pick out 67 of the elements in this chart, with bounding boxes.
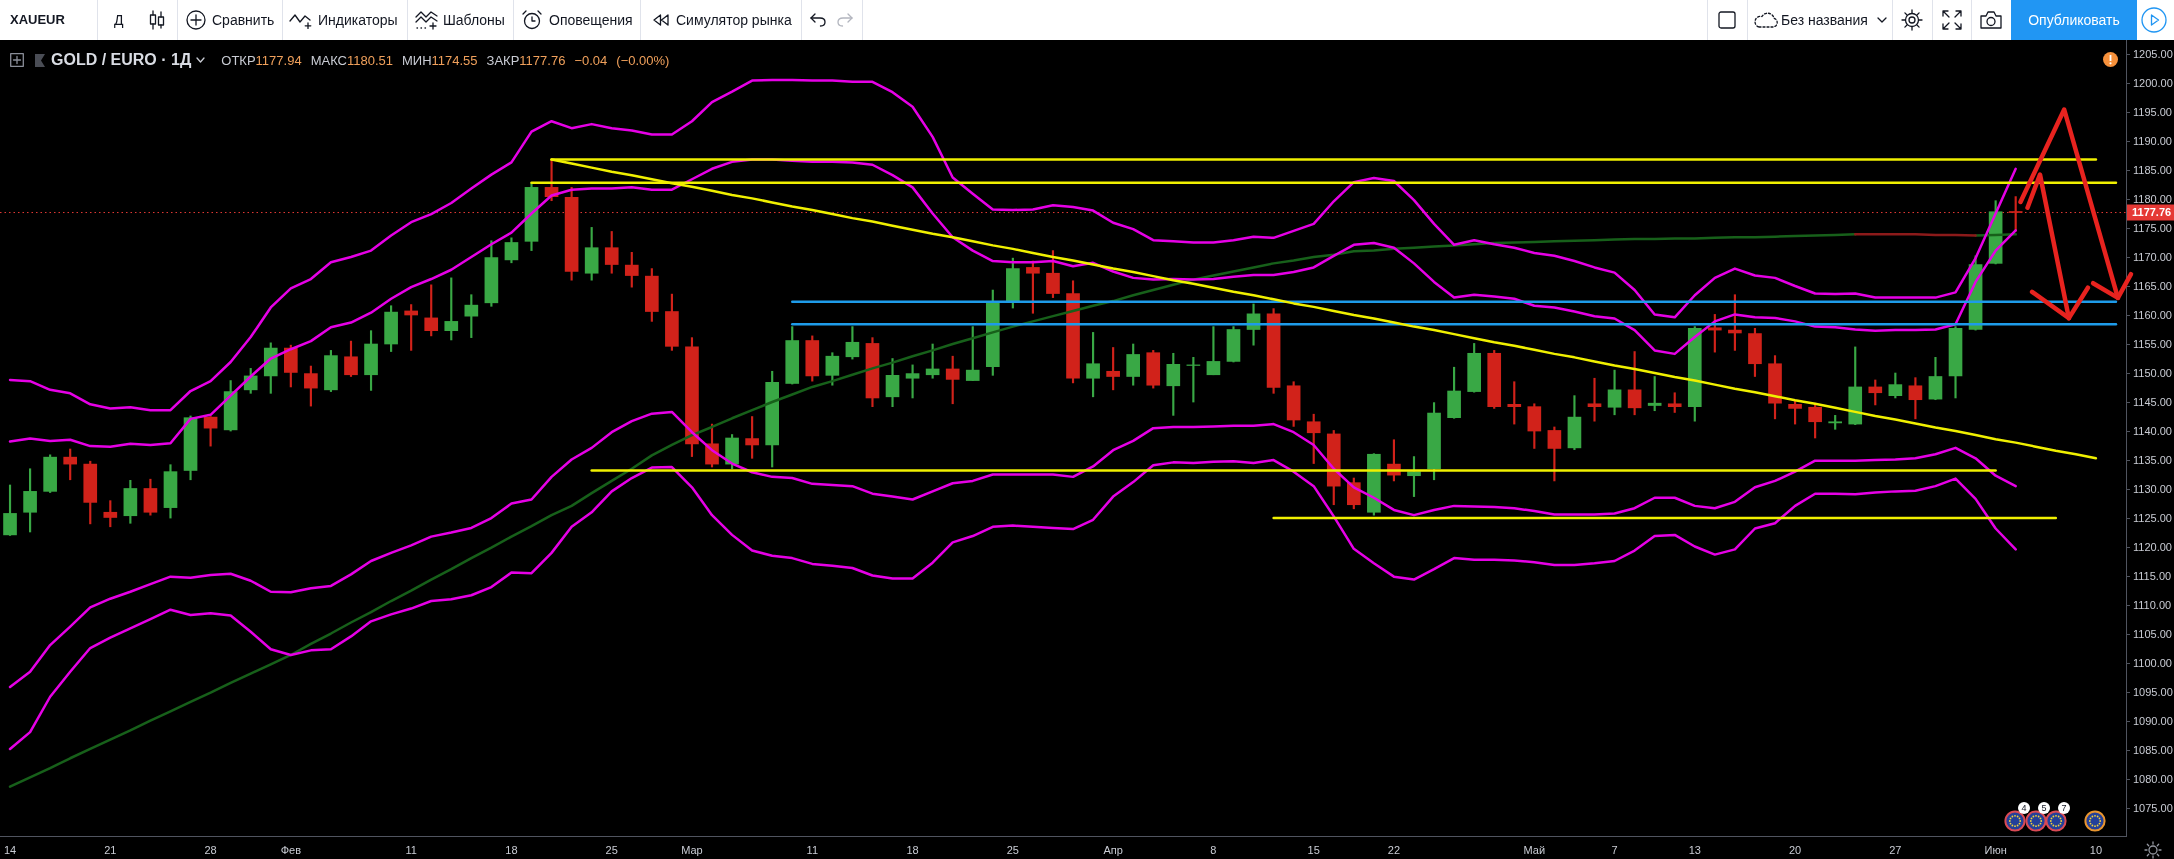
y-tick-label: 1135.00 — [2133, 453, 2172, 466]
annotation: 4 — [2018, 802, 2030, 814]
text: Шаблоны — [443, 11, 505, 30]
x-tick-label: 25 — [605, 843, 618, 856]
annotation: 5 — [2038, 802, 2050, 814]
y-tick-label: 1155.00 — [2133, 337, 2172, 350]
y-tick-label: 1165.00 — [2133, 279, 2172, 292]
x-tick-label: 25 — [1006, 843, 1019, 856]
x-tick-label: 28 — [204, 843, 217, 856]
y-tick-label: 1145.00 — [2133, 395, 2172, 408]
y-tick-label: 1180.00 — [2133, 192, 2172, 205]
text: XAUEUR — [10, 11, 65, 29]
y-tick-label: 1095.00 — [2133, 685, 2173, 698]
ref-line-label: 1177.76 — [2132, 206, 2172, 219]
y-tick-label: 1185.00 — [2133, 163, 2172, 176]
x-tick-label: Мар — [681, 843, 703, 856]
y-tick-label: 1195.00 — [2133, 105, 2172, 118]
y-tick-label: 1200.00 — [2133, 76, 2173, 89]
candlestick — [1206, 326, 1221, 376]
text: Д — [114, 11, 124, 30]
y-tick-label: 1110.00 — [2133, 598, 2172, 611]
y-tick-label: 1140.00 — [2133, 424, 2172, 437]
x-tick-label: 11 — [806, 843, 818, 856]
x-tick-label: 7 — [1611, 843, 1618, 856]
x-tick-label: 18 — [906, 843, 919, 856]
y-tick-label: 1150.00 — [2133, 366, 2172, 379]
y-tick-label: 1100.00 — [2133, 656, 2172, 669]
y-tick-label: 1125.00 — [2133, 511, 2172, 524]
y-tick-label: 1075.00 — [2133, 801, 2173, 814]
x-tick-label: 21 — [104, 843, 117, 856]
x-tick-label: 15 — [1307, 843, 1320, 856]
text: Симулятор рынка — [676, 11, 792, 30]
text: Сравнить — [212, 11, 275, 30]
candlestick — [905, 364, 920, 399]
x-tick-label: Апр — [1103, 843, 1123, 856]
x-tick-label: 22 — [1387, 843, 1401, 856]
x-tick-label: Июн — [1984, 843, 2007, 856]
text: Оповещения — [549, 11, 633, 30]
text: Индикаторы — [318, 11, 398, 30]
x-tick-label: Май — [1523, 843, 1546, 856]
x-tick-label: 13 — [1688, 843, 1701, 856]
y-tick-label: 1120.00 — [2133, 540, 2172, 553]
y-tick-label: 1115.00 — [2133, 569, 2172, 582]
publish-button: Опубликовать — [2011, 0, 2137, 40]
text: Без названия — [1781, 11, 1868, 30]
x-tick-label: 14 — [3, 843, 17, 856]
candlestick — [1587, 377, 1602, 422]
y-tick-label: 1175.00 — [2133, 221, 2172, 234]
y-tick-label: 1130.00 — [2133, 482, 2172, 495]
annotation: 7 — [2058, 802, 2070, 814]
y-tick-label: 1170.00 — [2133, 250, 2172, 263]
x-tick-label: 18 — [505, 843, 518, 856]
x-tick-label: 11 — [405, 843, 417, 856]
x-tick-label: 27 — [1889, 843, 1902, 856]
x-tick-label: 8 — [1210, 843, 1217, 856]
y-tick-label: 1190.00 — [2133, 134, 2172, 147]
y-tick-label: 1080.00 — [2133, 772, 2173, 785]
y-tick-label: 1160.00 — [2133, 308, 2172, 321]
y-tick-label: 1105.00 — [2133, 627, 2172, 640]
y-tick-label: 1085.00 — [2133, 743, 2173, 756]
text: GOLD / EURO · 1Д — [51, 51, 192, 69]
y-tick-label: 1205.00 — [2133, 47, 2173, 60]
x-tick-label: Фев — [280, 843, 302, 856]
x-tick-label: 20 — [1788, 843, 1802, 856]
x-tick-label: 10 — [2089, 843, 2103, 856]
text: ОТКР1177.94 МАКС1180.51 МИН1174.55 ЗАКР1177.76 −0.04 (−0.00%) — [221, 52, 670, 68]
y-tick-label: 1090.00 — [2133, 714, 2173, 727]
